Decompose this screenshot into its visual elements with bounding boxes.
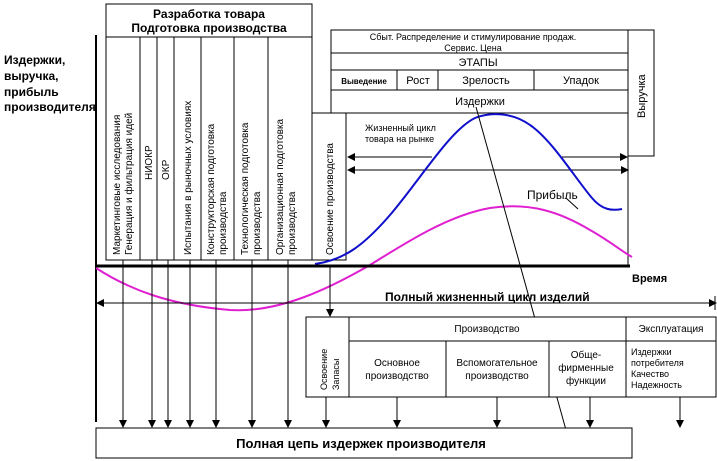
svg-text:производства: производства: [252, 191, 263, 255]
svg-text:Технологическая подготовка: Технологическая подготовка: [240, 122, 251, 255]
dev-col-market-testing: Испытания в рыночных условиях: [183, 101, 194, 255]
aux-production-line2: производство: [465, 371, 529, 382]
revenue-label: Выручка: [636, 73, 648, 118]
cost-chain-box: Полная цепь издержек производителя: [95, 427, 633, 459]
dev-col-niokr: НИОКР: [144, 145, 155, 180]
svg-text:Генерация и фильтрация идей: Генерация и фильтрация идей: [123, 113, 135, 255]
production-box: Освоение Запасы Производство Эксплуатаци…: [305, 316, 717, 398]
svg-text:ОКР: ОКР: [161, 159, 172, 180]
dev-col-okr: ОКР: [161, 159, 172, 180]
market-cycle-line1: Жизненный цикл: [365, 123, 436, 133]
revenue-curve: [314, 113, 623, 265]
exploitation-item-3: Качество: [631, 369, 669, 379]
svg-text:Издержки,: Издержки,: [4, 53, 65, 67]
corporate-functions-line2: фирменные: [558, 362, 614, 374]
stage-introduction: Выведение: [341, 77, 387, 86]
dev-title-line1: Разработка товара: [153, 7, 265, 21]
profit-leader: [565, 197, 579, 210]
dev-col-design-prep: Конструкторская подготовка производства: [206, 123, 229, 255]
full-cycle-label: Полный жизненный цикл изделий: [385, 290, 590, 304]
production-launch-label: Освоение производства: [325, 143, 336, 255]
stage-maturity: Зрелость: [462, 75, 510, 87]
product-development-box: Разработка товара Подготовка производств…: [105, 3, 313, 261]
time-axis-label: Время: [632, 273, 667, 285]
svg-text:выручка,: выручка,: [4, 69, 58, 83]
dev-col-marketing: Маркетинговые исследования Генерация и ф…: [112, 113, 135, 255]
stage-growth: Рост: [406, 75, 430, 87]
production-header: Производство: [454, 324, 520, 335]
revenue-box: Выручка: [627, 29, 655, 157]
svg-text:Маркетинговые исследования: Маркетинговые исследования: [112, 115, 123, 255]
profit-label: Прибыль: [527, 188, 578, 202]
exploitation-header: Эксплуатация: [639, 324, 704, 335]
stages-costs: Издержки: [455, 96, 505, 108]
svg-text:Конструкторская подготовка: Конструкторская подготовка: [206, 123, 217, 255]
dev-col-tech-prep: Технологическая подготовка производства: [240, 122, 263, 255]
corporate-functions-line1: Обще-: [571, 349, 602, 361]
market-cycle-line2: товара на рынке: [365, 134, 434, 144]
prod-first-col-line2: Запасы: [331, 359, 341, 390]
prod-first-col-line1: Освоение: [319, 349, 329, 390]
exploitation-item-4: Надежность: [631, 380, 682, 390]
svg-text:производителя: производителя: [4, 100, 96, 114]
main-production-line1: Основное: [374, 358, 420, 369]
svg-text:прибыль: прибыль: [4, 85, 59, 99]
main-production-line2: производство: [365, 371, 429, 382]
stages-box: Сбыт. Распределение и стимулирование про…: [330, 29, 629, 114]
dev-title-line2: Подготовка производства: [131, 21, 287, 35]
aux-production-line1: Вспомогательное: [456, 358, 538, 369]
svg-text:производства: производства: [287, 191, 298, 255]
corporate-functions-line3: функции: [566, 375, 606, 387]
svg-text:Испытания в рыночных условиях: Испытания в рыночных условиях: [183, 101, 194, 255]
svg-text:производства: производства: [218, 191, 229, 255]
svg-text:НИОКР: НИОКР: [144, 145, 155, 180]
dev-col-org-prep: Организационная подготовка производства: [275, 118, 298, 255]
y-axis-label: Издержки, выручка, прибыль производителя: [4, 53, 96, 114]
stages-top-line1: Сбыт. Распределение и стимулирование про…: [370, 32, 577, 42]
exploitation-item-1: Издержки: [631, 347, 672, 357]
production-launch-box: Освоение производства: [311, 112, 347, 261]
cost-chain-label: Полная цепь издержек производителя: [236, 436, 486, 451]
stages-top-line2: Сервис. Цена: [444, 43, 501, 53]
svg-text:Организационная подготовка: Организационная подготовка: [275, 118, 286, 255]
stages-etapy: ЭТАПЫ: [458, 57, 497, 69]
stage-decline: Упадок: [563, 75, 599, 87]
cost-chain-arrows: [119, 260, 684, 428]
exploitation-item-2: потребителя: [631, 358, 684, 368]
